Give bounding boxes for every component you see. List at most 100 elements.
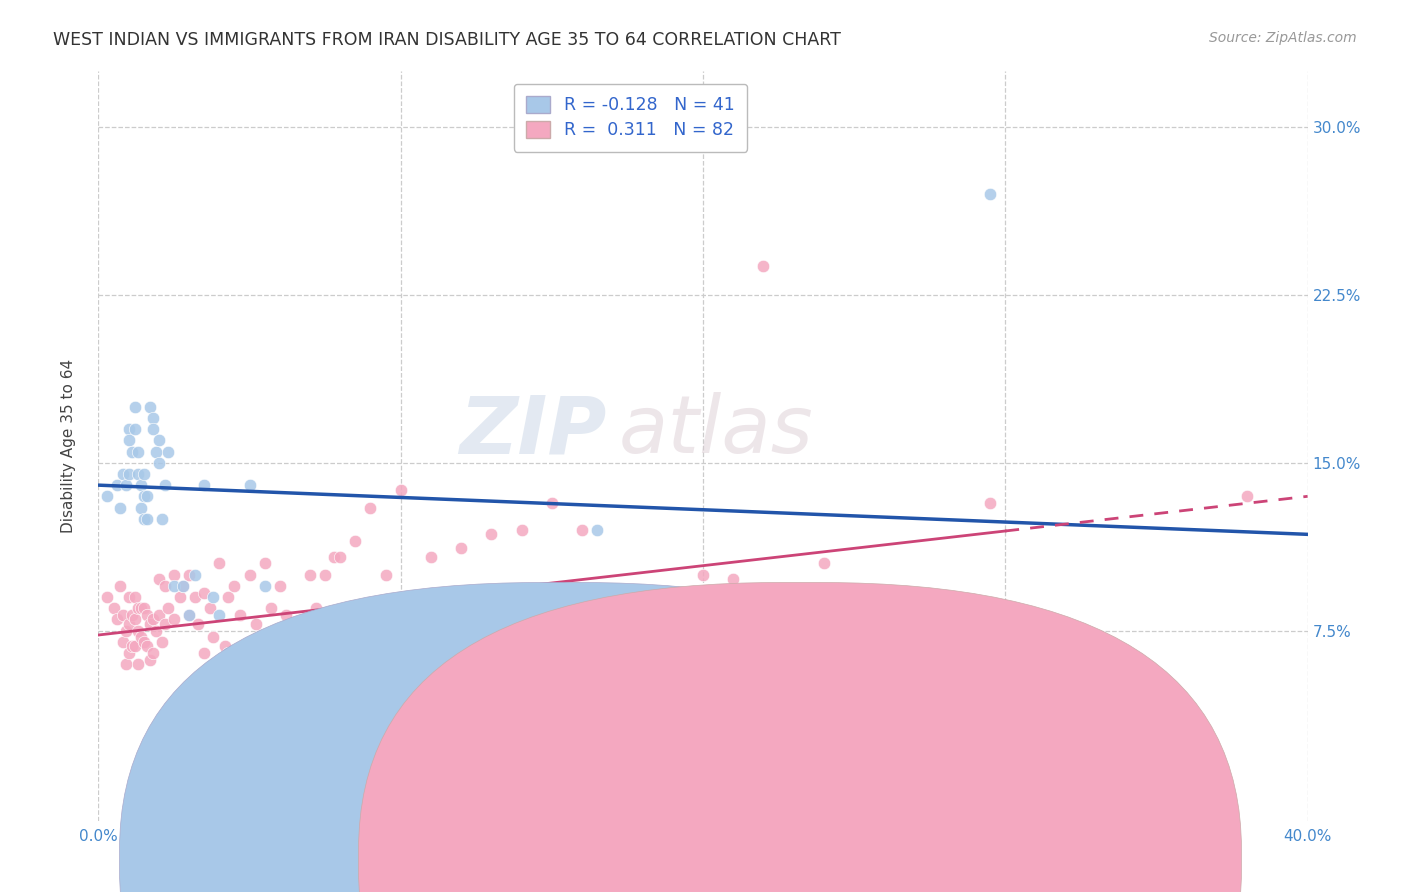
Point	[127, 657, 149, 671]
Point	[150, 511, 173, 525]
Point	[111, 607, 134, 622]
Point	[274, 607, 297, 622]
Point	[389, 483, 412, 497]
Point	[108, 579, 131, 593]
Point	[118, 434, 141, 448]
Point	[179, 607, 201, 622]
Point	[314, 567, 336, 582]
Point	[114, 657, 136, 671]
Point	[135, 511, 157, 525]
Point	[118, 616, 141, 631]
Point	[217, 590, 239, 604]
Text: atlas: atlas	[619, 392, 813, 470]
Point	[132, 601, 155, 615]
Point	[217, 646, 239, 660]
Point	[329, 549, 352, 564]
Point	[269, 579, 291, 593]
Point	[163, 567, 186, 582]
Point	[121, 607, 143, 622]
Point	[692, 567, 714, 582]
Point	[139, 616, 162, 631]
Point	[510, 523, 533, 537]
Point	[979, 496, 1001, 510]
Point	[253, 557, 276, 571]
Point	[96, 489, 118, 503]
Point	[114, 624, 136, 638]
Point	[139, 400, 162, 414]
Point	[374, 567, 396, 582]
Point	[108, 500, 131, 515]
Point	[172, 579, 194, 593]
Point	[179, 567, 201, 582]
Point	[723, 572, 745, 586]
Text: West Indians: West Indians	[619, 851, 717, 865]
Text: ZIP: ZIP	[458, 392, 606, 470]
Point	[813, 557, 835, 571]
Point	[187, 616, 209, 631]
Point	[127, 467, 149, 481]
Point	[142, 612, 165, 626]
Point	[132, 511, 155, 525]
Point	[292, 702, 315, 716]
Point	[344, 534, 367, 549]
Point	[124, 612, 146, 626]
Point	[124, 590, 146, 604]
Point	[214, 639, 236, 653]
Point	[299, 567, 322, 582]
Point	[105, 612, 128, 626]
Point	[121, 444, 143, 458]
Point	[111, 467, 134, 481]
Point	[229, 607, 252, 622]
Point	[127, 444, 149, 458]
Point	[114, 478, 136, 492]
Point	[360, 500, 382, 515]
Point	[184, 567, 207, 582]
Text: Immigrants from Iran: Immigrants from Iran	[844, 851, 1007, 865]
Point	[129, 500, 152, 515]
Point	[142, 411, 165, 425]
Point	[103, 601, 125, 615]
Point	[148, 434, 170, 448]
Point	[540, 496, 562, 510]
Point	[142, 422, 165, 436]
Point	[145, 444, 167, 458]
Point	[305, 601, 328, 615]
Point	[121, 639, 143, 653]
Point	[129, 478, 152, 492]
Point	[200, 601, 222, 615]
Point	[179, 607, 201, 622]
Point	[193, 585, 215, 599]
Point	[979, 187, 1001, 202]
Text: WEST INDIAN VS IMMIGRANTS FROM IRAN DISABILITY AGE 35 TO 64 CORRELATION CHART: WEST INDIAN VS IMMIGRANTS FROM IRAN DISA…	[53, 31, 841, 49]
Point	[132, 634, 155, 648]
Point	[193, 646, 215, 660]
Point	[323, 549, 346, 564]
Point	[139, 652, 162, 666]
Point	[105, 478, 128, 492]
Point	[163, 612, 186, 626]
Point	[156, 444, 179, 458]
Point	[129, 630, 152, 644]
Point	[450, 541, 472, 555]
Point	[118, 467, 141, 481]
Point	[202, 590, 225, 604]
Point	[163, 579, 186, 593]
Point	[169, 590, 191, 604]
Point	[153, 478, 176, 492]
Point	[253, 579, 276, 593]
Text: Source: ZipAtlas.com: Source: ZipAtlas.com	[1209, 31, 1357, 45]
Point	[156, 601, 179, 615]
Point	[481, 527, 503, 541]
Point	[752, 259, 775, 273]
Point	[239, 567, 262, 582]
Point	[135, 607, 157, 622]
Point	[132, 489, 155, 503]
Point	[150, 634, 173, 648]
Point	[111, 634, 134, 648]
Point	[202, 630, 225, 644]
Point	[96, 590, 118, 604]
Point	[118, 646, 141, 660]
Point	[260, 601, 283, 615]
Point	[124, 422, 146, 436]
Point	[284, 639, 307, 653]
